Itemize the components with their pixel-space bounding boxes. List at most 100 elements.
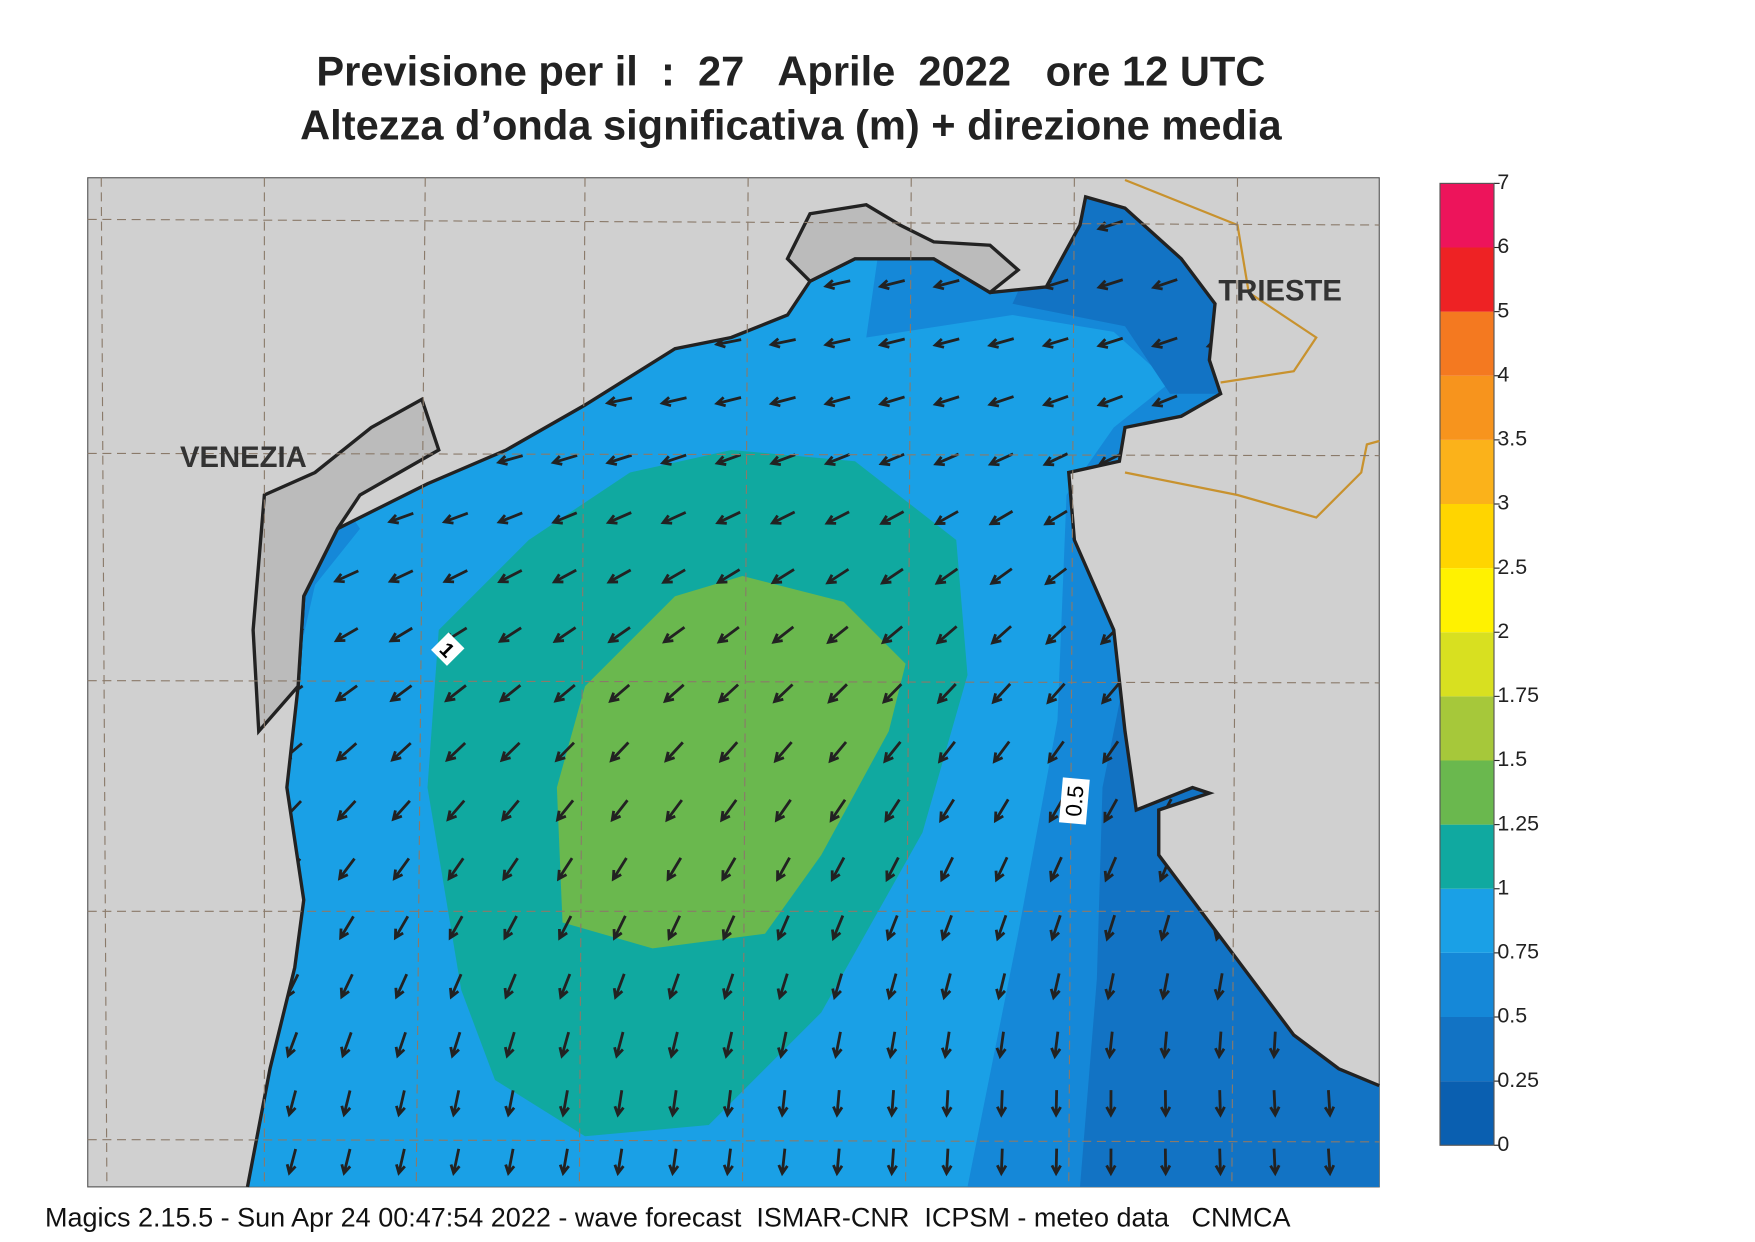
arrow bbox=[988, 510, 1014, 526]
arrow bbox=[996, 1090, 1008, 1118]
arrow bbox=[610, 799, 629, 823]
arrow bbox=[667, 973, 680, 1000]
colorbar-label: 0.75 bbox=[1497, 940, 1539, 964]
arrow bbox=[1105, 1090, 1117, 1118]
arrow bbox=[823, 395, 851, 408]
colorbar-label: 2.5 bbox=[1497, 555, 1527, 579]
arrow bbox=[449, 1148, 461, 1176]
colorbar-bin bbox=[1440, 888, 1494, 953]
arrow bbox=[993, 798, 1010, 824]
arrow bbox=[941, 1090, 953, 1118]
arrow bbox=[825, 568, 850, 585]
arrow bbox=[662, 626, 686, 644]
arrow bbox=[881, 683, 903, 704]
arrow bbox=[1158, 914, 1171, 942]
arrow bbox=[771, 625, 795, 644]
arrow bbox=[722, 1090, 734, 1118]
arrow bbox=[660, 511, 687, 525]
arrow bbox=[721, 915, 736, 941]
arrow bbox=[1045, 625, 1067, 645]
arrow bbox=[449, 1031, 462, 1059]
city-label: TRIESTE bbox=[1218, 275, 1342, 307]
arrow bbox=[776, 915, 790, 942]
arrow bbox=[449, 1090, 461, 1118]
arrow bbox=[1046, 682, 1066, 705]
arrow bbox=[831, 973, 844, 1001]
arrow bbox=[497, 626, 522, 643]
arrow bbox=[829, 798, 847, 823]
arrow bbox=[768, 337, 796, 349]
arrow bbox=[994, 856, 1009, 883]
colorbar-label: 6 bbox=[1497, 234, 1509, 258]
arrow bbox=[720, 799, 738, 823]
arrow bbox=[605, 453, 633, 466]
arrow bbox=[340, 1031, 353, 1059]
colorbar-bin bbox=[1440, 183, 1494, 248]
arrow bbox=[445, 741, 467, 763]
contour-label: 0.5 bbox=[1058, 777, 1090, 825]
contour-text: 0.5 bbox=[1061, 784, 1089, 817]
arrow bbox=[1100, 682, 1121, 705]
arrow bbox=[995, 1031, 1007, 1060]
arrow bbox=[715, 568, 741, 584]
arrow bbox=[394, 973, 409, 1000]
arrow bbox=[773, 741, 793, 764]
arrow bbox=[1269, 1090, 1281, 1118]
arrow bbox=[441, 511, 469, 525]
arrow bbox=[606, 568, 632, 584]
colorbar-bin bbox=[1440, 504, 1494, 569]
arrow bbox=[935, 625, 958, 645]
arrow bbox=[609, 741, 630, 763]
colorbar-label: 1.5 bbox=[1497, 747, 1527, 771]
arrow bbox=[499, 741, 521, 763]
arrow bbox=[768, 395, 796, 408]
arrow bbox=[667, 915, 681, 941]
arrow bbox=[777, 1148, 789, 1177]
arrow bbox=[337, 857, 356, 881]
arrow bbox=[442, 569, 468, 584]
arrow bbox=[612, 973, 626, 1000]
colorbar-bin bbox=[1440, 824, 1494, 889]
arrow bbox=[714, 453, 742, 466]
arrow bbox=[933, 452, 960, 467]
arrow bbox=[878, 452, 905, 467]
arrow bbox=[446, 799, 466, 822]
arrow bbox=[827, 683, 848, 704]
arrow bbox=[722, 1031, 734, 1059]
arrow bbox=[877, 337, 906, 349]
arrow bbox=[393, 915, 410, 941]
arrow bbox=[828, 741, 848, 764]
colorbar-label: 1.75 bbox=[1497, 683, 1539, 707]
arrow bbox=[987, 395, 1014, 408]
arrow bbox=[936, 683, 957, 705]
arrow bbox=[388, 626, 413, 643]
arrow bbox=[558, 1031, 571, 1059]
arrow bbox=[1096, 219, 1124, 232]
arrow bbox=[666, 857, 683, 882]
title-line: Previsione per il : 27 Aprile 2022 ore 1… bbox=[316, 48, 1265, 95]
colorbar-label: 0.25 bbox=[1497, 1068, 1539, 1092]
arrow bbox=[1159, 973, 1170, 1001]
arrow bbox=[885, 856, 900, 883]
arrow bbox=[608, 683, 631, 703]
arrow bbox=[555, 799, 575, 822]
arrow bbox=[1102, 740, 1120, 765]
arrow bbox=[823, 453, 851, 467]
arrow bbox=[1096, 278, 1124, 291]
arrow bbox=[940, 914, 953, 942]
arrow bbox=[553, 684, 576, 703]
canvas: Previsione per il : 27 Aprile 2022 ore 1… bbox=[45, 48, 1539, 1233]
arrow bbox=[1048, 798, 1064, 824]
arrow bbox=[1214, 1090, 1226, 1118]
arrow bbox=[613, 1090, 625, 1118]
arrow bbox=[391, 799, 411, 822]
arrow bbox=[339, 973, 354, 1000]
arrow bbox=[886, 1148, 898, 1177]
arrow bbox=[776, 857, 791, 882]
arrow bbox=[776, 973, 789, 1001]
arrow bbox=[502, 857, 519, 882]
arrow bbox=[1104, 1031, 1116, 1060]
arrow bbox=[340, 1090, 352, 1118]
arrow bbox=[659, 453, 687, 466]
